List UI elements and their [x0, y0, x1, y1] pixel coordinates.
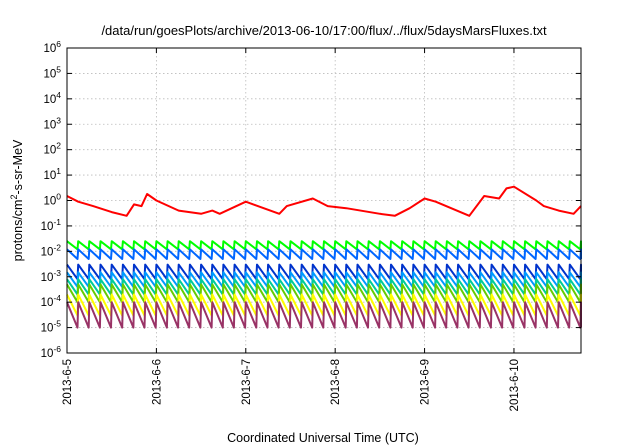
y-tick-label: 105 [43, 64, 61, 80]
x-axis-label: Coordinated Universal Time (UTC) [227, 431, 419, 445]
y-tick-label: 10-3 [41, 268, 62, 284]
series-line-3 [66, 248, 582, 260]
y-tick-label: 10-1 [41, 217, 62, 233]
y-tick-label: 103 [43, 115, 61, 131]
y-tick-label: 100 [43, 192, 61, 208]
y-tick-label: 104 [43, 90, 61, 106]
x-tick-label: 2013-6-10 [509, 359, 521, 411]
series-line-7 [66, 283, 582, 304]
x-tick-label: 2013-6-8 [330, 359, 342, 405]
y-tick-label: 10-6 [41, 344, 62, 360]
x-tick-label: 2013-6-7 [241, 359, 253, 405]
x-axis: 2013-6-5 2013-6-6 2013-6-7 2013-6-8 2013-6-9… [62, 48, 521, 411]
y-tick-label: 10-2 [41, 242, 62, 258]
x-tick-label: 2013-6-5 [62, 359, 74, 405]
y-tick-label: 102 [43, 141, 61, 157]
series-line-1 [66, 185, 582, 217]
x-tick-label: 2013-6-6 [151, 359, 163, 405]
y-tick-label: 10-4 [41, 293, 62, 309]
y-tick-label: 101 [43, 166, 61, 182]
y-tick-label: 106 [43, 39, 61, 55]
y-axis-label: protons/cm2-s-sr-MeV [9, 139, 25, 261]
chart-title: /data/run/goesPlots/archive/2013-06-10/1… [101, 23, 547, 38]
y-tick-label: 10-5 [41, 319, 62, 335]
series-line-2 [66, 240, 582, 251]
x-tick-label: 2013-6-9 [420, 359, 432, 405]
series-line-9 [66, 301, 582, 329]
y-axis: 10-6 10-5 10-4 10-3 10-2 10-1 100 101 102 103 104 1… [41, 39, 581, 360]
series-layer [66, 185, 582, 329]
